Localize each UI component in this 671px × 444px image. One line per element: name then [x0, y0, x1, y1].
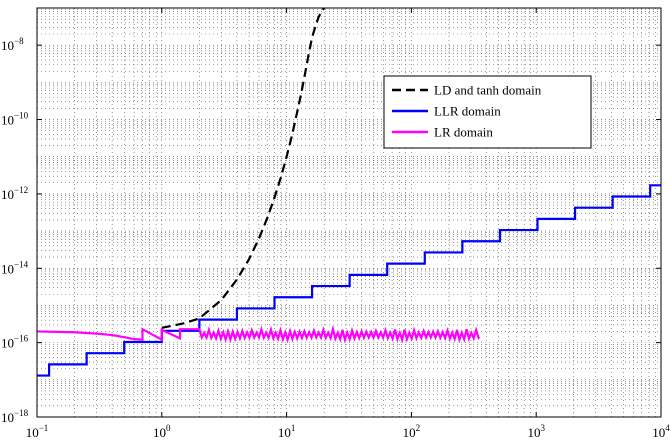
series-layer [37, 8, 661, 377]
y-tick-label: 10−12 [1, 185, 28, 202]
y-tick-label: 10−8 [1, 36, 24, 53]
y-tick-label: 10−14 [1, 259, 29, 276]
x-tick-labels: 10−1 100 101 102 103 104 [26, 423, 671, 440]
x-tick-label: 101 [278, 423, 296, 440]
series-line-llr [37, 184, 661, 377]
legend-label: LR domain [434, 125, 493, 140]
x-tick-label: 100 [153, 423, 171, 440]
tick-marks [36, 8, 662, 418]
x-tick-label: 104 [652, 423, 670, 440]
y-tick-label: 10−16 [1, 334, 29, 351]
x-tick-label: 10−1 [26, 423, 49, 440]
plot-frame [36, 7, 662, 418]
legend-label: LD and tanh domain [434, 83, 542, 98]
legend-label: LLR domain [434, 104, 501, 119]
y-tick-labels: 10−18 10−16 10−14 10−12 10−10 10−8 [1, 36, 29, 425]
series-line-ld-tanh [161, 8, 326, 329]
series-line-lr [37, 324, 481, 344]
y-tick-label: 10−10 [1, 111, 29, 128]
x-tick-label: 103 [527, 423, 545, 440]
grid [37, 8, 661, 417]
y-tick-label: 10−18 [1, 408, 29, 425]
x-tick-label: 102 [403, 423, 421, 440]
legend: LD and tanh domain LLR domain LR domain [383, 75, 592, 149]
